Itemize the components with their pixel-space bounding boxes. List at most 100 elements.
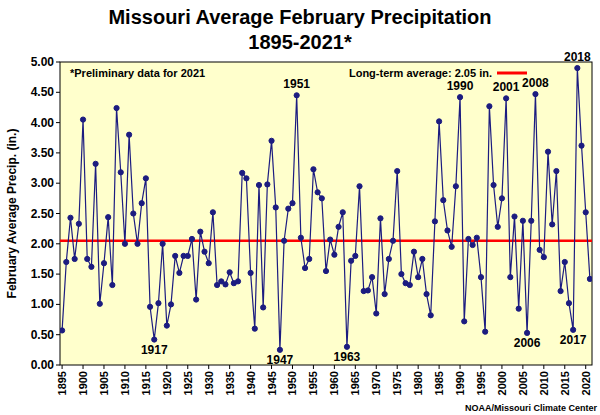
x-tick-label: 1895 [56,371,68,395]
x-tick [397,365,398,369]
data-point [437,119,442,124]
data-point [76,221,81,226]
data-point [541,255,546,260]
annotation: 1963 [334,350,361,364]
y-tick-label: 2.50 [31,207,55,221]
data-point [235,279,240,284]
data-point [545,149,550,154]
x-tick [376,365,377,369]
x-tick-label: 1990 [454,371,466,395]
data-point [227,270,232,275]
data-point [277,347,282,352]
data-point [365,288,370,293]
data-point [441,198,446,203]
x-tick-label: 1985 [433,371,445,395]
x-tick-label: 2000 [496,371,508,395]
data-point [411,249,416,254]
y-tick-label: 2.00 [31,237,55,251]
x-tick [480,365,481,369]
subtitle: 1895-2021* [248,31,352,53]
data-point [453,184,458,189]
data-point [508,275,513,280]
x-tick [145,365,146,369]
data-point [428,313,433,318]
data-point [256,182,261,187]
legend-label: Long-term average: 2.05 in. [349,67,492,79]
data-point [60,328,65,333]
data-point [466,236,471,241]
x-tick [103,365,104,369]
data-point [106,215,111,220]
data-point [164,323,169,328]
data-point [294,93,299,98]
data-point [382,291,387,296]
x-tick [355,365,356,369]
x-tick-label: 1935 [224,371,236,395]
x-tick-label: 2015 [559,371,571,395]
data-point [344,344,349,349]
x-tick-label: 2020 [580,371,592,395]
data-point [416,275,421,280]
y-tick-label: 1.50 [31,267,55,281]
data-point [449,244,454,249]
data-point [85,256,90,261]
data-point [194,297,199,302]
y-tick [56,274,60,275]
y-tick-label: 4.50 [31,85,55,99]
annotation: 2018 [564,50,591,64]
data-point [311,167,316,172]
data-point [168,302,173,307]
data-point [198,229,203,234]
data-point [173,253,178,258]
note: *Preliminary data for 2021 [70,67,205,79]
data-point [68,215,73,220]
y-tick [56,62,60,63]
data-point [307,256,312,261]
data-point [533,92,538,97]
x-tick [439,365,440,369]
data-point [386,256,391,261]
x-tick-label: 1920 [161,371,173,395]
data-point [504,96,509,101]
data-point [457,95,462,100]
data-point [495,224,500,229]
data-point [587,276,592,281]
data-point [89,264,94,269]
data-point [512,214,517,219]
data-point [550,222,555,227]
data-point [118,170,123,175]
x-tick-label: 2010 [538,371,550,395]
data-point [269,138,274,143]
data-point [122,241,127,246]
data-point [558,288,563,293]
x-tick [208,365,209,369]
data-point [328,237,333,242]
data-point [177,270,182,275]
data-point [520,218,525,223]
x-tick [124,365,125,369]
data-point [202,249,207,254]
x-tick [585,365,586,369]
x-tick [250,365,251,369]
data-point [210,210,215,215]
data-point [483,329,488,334]
x-tick [334,365,335,369]
data-point [97,301,102,306]
y-tick-label: 5.00 [31,55,55,69]
legend-swatch [497,72,527,75]
x-tick-label: 1925 [182,371,194,395]
data-point [537,247,542,252]
x-tick-label: 1905 [98,371,110,395]
chart: Missouri Average February Precipitation1… [0,0,600,415]
x-tick-label: 1960 [328,371,340,395]
x-tick-label: 1970 [370,371,382,395]
y-tick [56,183,60,184]
x-tick [460,365,461,369]
x-tick-label: 1915 [140,371,152,395]
data-point [407,282,412,287]
data-point [315,190,320,195]
data-point [127,132,132,137]
y-tick [56,122,60,123]
data-point [286,206,291,211]
data-point [491,182,496,187]
